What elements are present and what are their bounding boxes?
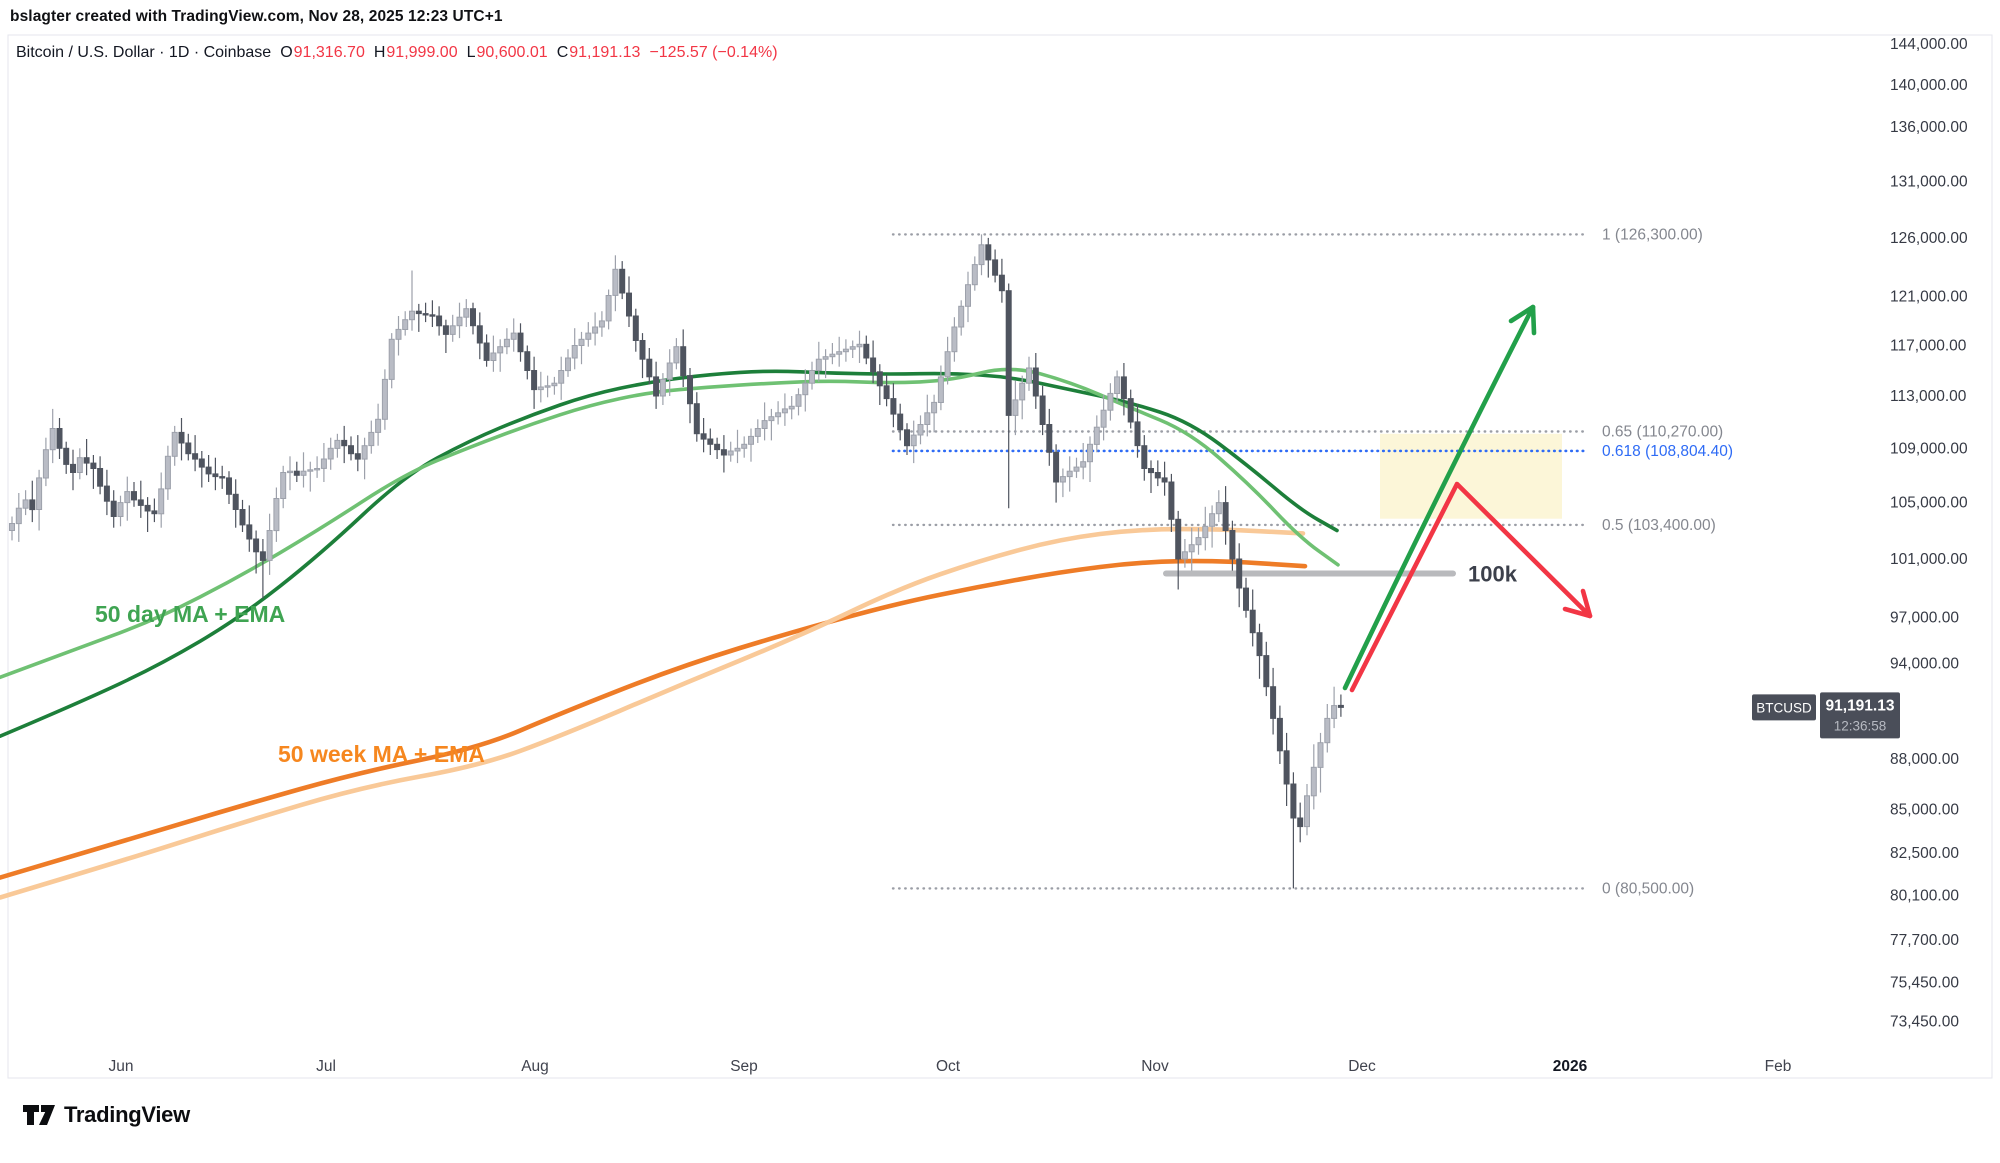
last-price-badge[interactable]: BTCUSD 91,191.13 12:36:58 [1752,692,1900,739]
svg-text:Nov: Nov [1141,1058,1169,1075]
50-day-ma-line [0,369,1339,738]
low-label: L [466,44,476,61]
candlesticks[interactable] [9,234,1344,889]
svg-text:117,000.00: 117,000.00 [1890,338,1967,355]
bullish-projection-arrowhead [1508,304,1537,336]
fib-level-label: 0 (80,500.00) [1602,880,1694,897]
open-value: 91,316.70 [293,44,365,61]
fib-level-label: 0.65 (110,270.00) [1602,424,1723,441]
svg-text:73,450.00: 73,450.00 [1890,1014,1959,1031]
tradingview-wordmark: TradingView [64,1102,190,1127]
ma-annotation-label: 50 week MA + EMA [278,741,485,767]
high-value: 91,999.00 [386,44,458,61]
svg-text:136,000.00: 136,000.00 [1890,119,1968,136]
svg-text:105,000.00: 105,000.00 [1890,495,1968,512]
svg-text:Feb: Feb [1765,1058,1792,1075]
svg-text:Oct: Oct [936,1058,961,1075]
svg-text:77,700.00: 77,700.00 [1890,932,1959,949]
change-value: −125.57 (−0.14%) [649,44,778,61]
time-axis[interactable]: Jun Jul Aug Sep Oct Nov Dec 2026 Feb [109,1058,1792,1075]
svg-text:94,000.00: 94,000.00 [1890,655,1959,672]
tradingview-logo[interactable]: TradingView [22,1102,190,1128]
svg-text:Jun: Jun [109,1058,134,1075]
price-axis[interactable]: 144,000.00 140,000.00 136,000.00 131,000.00… [1890,36,1968,1031]
svg-text:Jul: Jul [316,1058,336,1075]
high-label: H [373,44,386,61]
svg-text:12:36:58: 12:36:58 [1834,718,1887,733]
bearish-projection-arrow[interactable] [1349,481,1593,693]
bearish-projection-arrowhead [1562,588,1593,619]
svg-text:88,000.00: 88,000.00 [1890,751,1959,768]
svg-text:121,000.00: 121,000.00 [1890,289,1968,306]
target-zone-box [1380,433,1562,519]
fib-level-label: 0.5 (103,400.00) [1602,517,1716,534]
svg-text:75,450.00: 75,450.00 [1890,975,1959,992]
svg-text:Dec: Dec [1348,1058,1376,1075]
svg-text:91,191.13: 91,191.13 [1826,697,1895,714]
svg-text:126,000.00: 126,000.00 [1890,230,1968,247]
fib-level-label: 1 (126,300.00) [1602,226,1703,243]
svg-text:2026: 2026 [1553,1058,1588,1075]
svg-text:101,000.00: 101,000.00 [1890,551,1968,568]
svg-text:Sep: Sep [730,1058,758,1075]
close-value: 91,191.13 [569,44,641,61]
open-label: O [280,44,293,61]
svg-text:140,000.00: 140,000.00 [1890,77,1968,94]
50-week-ema-line [0,526,1306,900]
fib-level-label: 0.618 (108,804.40) [1602,443,1733,460]
tradingview-logo-icon [23,1105,55,1125]
svg-text:BTCUSD: BTCUSD [1756,700,1812,715]
bullish-projection-arrow[interactable] [1342,304,1536,691]
low-value: 90,600.01 [476,44,548,61]
svg-text:Aug: Aug [521,1058,549,1075]
50-day-ema-line [0,367,1340,680]
svg-text:144,000.00: 144,000.00 [1890,36,1968,53]
svg-text:85,000.00: 85,000.00 [1890,801,1959,818]
symbol-title: Bitcoin / U.S. Dollar · 1D · Coinbase [16,44,272,61]
svg-text:113,000.00: 113,000.00 [1890,388,1967,405]
ma-annotation-label: 50 day MA + EMA [95,601,285,627]
svg-text:97,000.00: 97,000.00 [1890,610,1959,627]
support-line-label: 100k [1468,562,1518,587]
plot-border [7,34,1993,1079]
svg-text:80,100.00: 80,100.00 [1890,888,1959,905]
svg-text:131,000.00: 131,000.00 [1890,173,1968,190]
50-week-ma-line [0,558,1308,880]
svg-text:109,000.00: 109,000.00 [1890,440,1968,457]
attribution-text: bslagter created with TradingView.com, N… [10,8,503,25]
svg-text:82,500.00: 82,500.00 [1890,845,1959,862]
close-label: C [556,44,569,61]
